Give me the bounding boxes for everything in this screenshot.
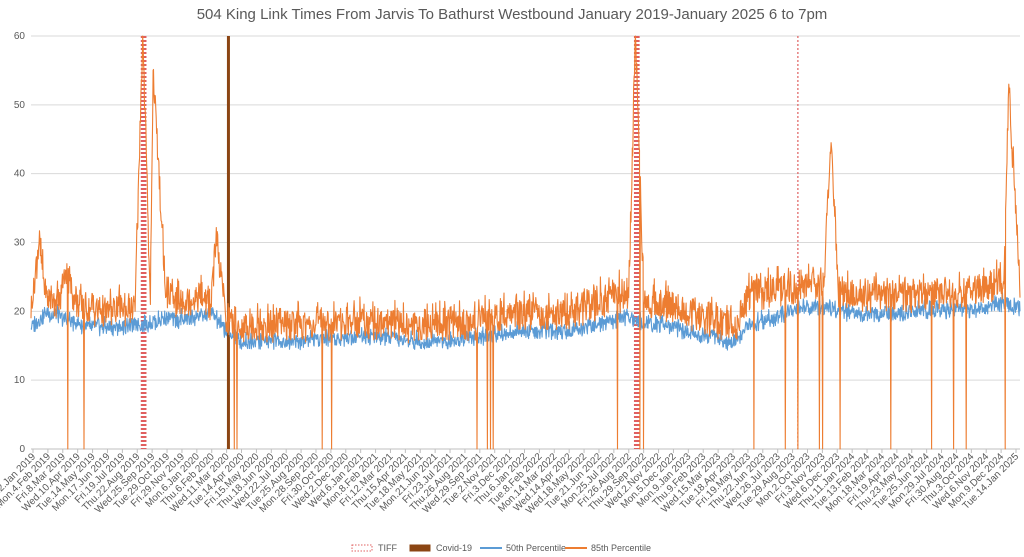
y-tick-label-0: 0 [19, 444, 25, 455]
series-85th-percentile-line [30, 35, 1021, 450]
y-tick-label-60: 60 [14, 31, 26, 42]
legend: TIFF Covid-19 50th Percentile 85th Percenti… [351, 543, 651, 553]
y-tick-label-10: 10 [14, 375, 26, 386]
legend-label-50th-percentile: 50th Percentile [506, 543, 566, 553]
y-tick-label-20: 20 [14, 306, 26, 317]
legend-label-85th-percentile: 85th Percentile [591, 543, 651, 553]
legend-label-tiff: TIFF [378, 543, 397, 553]
legend-label-covid-19: Covid-19 [436, 543, 472, 553]
chart-title: 504 King Link Times From Jarvis To Bathu… [196, 6, 828, 23]
grid-layer [31, 35, 1020, 450]
y-tick-label-30: 30 [14, 238, 26, 249]
legend-swatch-tiff [351, 544, 373, 552]
series-layer [30, 35, 1021, 450]
legend-swatch-covid-19 [409, 544, 431, 552]
y-tick-label-50: 50 [14, 100, 26, 111]
y-tick-label-40: 40 [14, 169, 26, 180]
